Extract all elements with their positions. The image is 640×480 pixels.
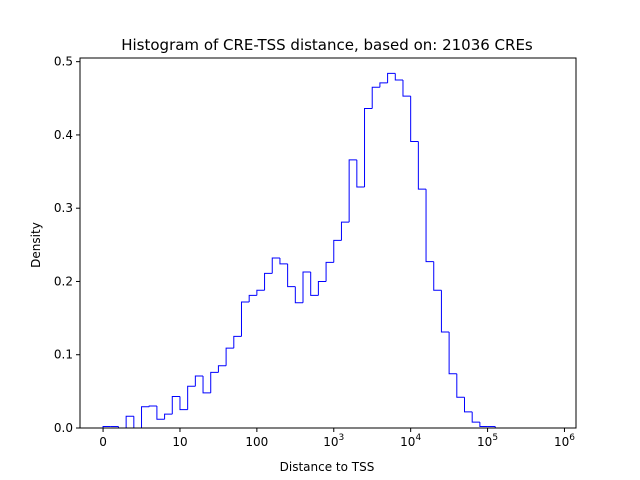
- histogram-bin: [348, 159, 357, 223]
- histogram-bin: [394, 73, 403, 81]
- x-tick-label: 106: [554, 433, 575, 449]
- histogram-bin: [279, 258, 288, 265]
- histogram-bin: [417, 141, 427, 190]
- histogram-bin: [302, 271, 311, 303]
- histogram-bin: [333, 239, 342, 263]
- histogram-bin: [256, 289, 265, 296]
- histogram-bin: [248, 294, 257, 302]
- histogram-bin: [448, 332, 457, 375]
- histogram-bin: [340, 221, 350, 241]
- histogram-bin: [471, 411, 480, 423]
- y-tick-label: 0.4: [54, 128, 73, 142]
- axes-frame: [79, 57, 577, 429]
- histogram-bin: [410, 96, 419, 143]
- histogram-bin: [440, 290, 450, 333]
- histogram-bin: [402, 79, 411, 97]
- histogram-bin: [217, 365, 227, 373]
- histogram-bin: [325, 261, 334, 282]
- x-tick-label: 103: [323, 433, 344, 449]
- histogram-bin: [463, 397, 473, 413]
- histogram-bin: [148, 405, 157, 407]
- x-tick-label: 0: [99, 435, 107, 449]
- x-tick-label: 104: [400, 433, 421, 449]
- histogram-bin: [187, 385, 196, 410]
- histogram-bin: [179, 396, 188, 411]
- histogram-bin: [294, 286, 304, 304]
- histogram-bin: [194, 375, 204, 387]
- histogram-bin: [287, 263, 296, 288]
- histogram-bin: [141, 406, 150, 428]
- x-axis-label: Distance to TSS: [280, 460, 375, 474]
- histogram-bin: [233, 335, 242, 349]
- histogram-bin: [364, 108, 373, 187]
- histogram-bin: [264, 272, 273, 291]
- x-tick-label: 105: [477, 433, 498, 449]
- histogram-bin: [317, 280, 327, 296]
- histogram-bin: [310, 271, 319, 296]
- chart-title: Histogram of CRE-TSS distance, based on:…: [121, 36, 533, 54]
- histogram-bin: [164, 413, 173, 420]
- histogram-bin: [125, 415, 134, 428]
- y-tick-label: 0.2: [54, 274, 73, 288]
- histogram-bin: [202, 375, 211, 394]
- x-tick-label: 10: [172, 435, 187, 449]
- plot-area: 0 10 100 103 104 105 106 0.0 0.1 0.2 0.3 0.4 0.5: [54, 55, 577, 449]
- y-tick-label: 0.0: [54, 421, 73, 435]
- y-tick-label: 0.3: [54, 201, 73, 215]
- histogram-bin: [210, 371, 219, 393]
- histogram-bin: [171, 395, 180, 415]
- histogram-bin: [425, 189, 434, 263]
- histogram-bin: [240, 301, 250, 337]
- y-axis-label: Density: [29, 222, 43, 268]
- histogram-bin: [356, 159, 365, 188]
- histogram-bin: [371, 86, 380, 109]
- histogram-bin: [156, 406, 165, 420]
- histogram-bin: [479, 422, 488, 428]
- x-tick-label: 100: [245, 435, 268, 449]
- histogram-bin: [456, 373, 465, 398]
- y-tick-label: 0.5: [54, 55, 73, 69]
- histogram-bin: [379, 82, 388, 88]
- y-tick-label: 0.1: [54, 348, 73, 362]
- histogram-bin: [433, 261, 442, 291]
- histogram-bin: [271, 257, 280, 274]
- histogram-bin: [225, 347, 234, 366]
- histogram-bin: [387, 72, 396, 83]
